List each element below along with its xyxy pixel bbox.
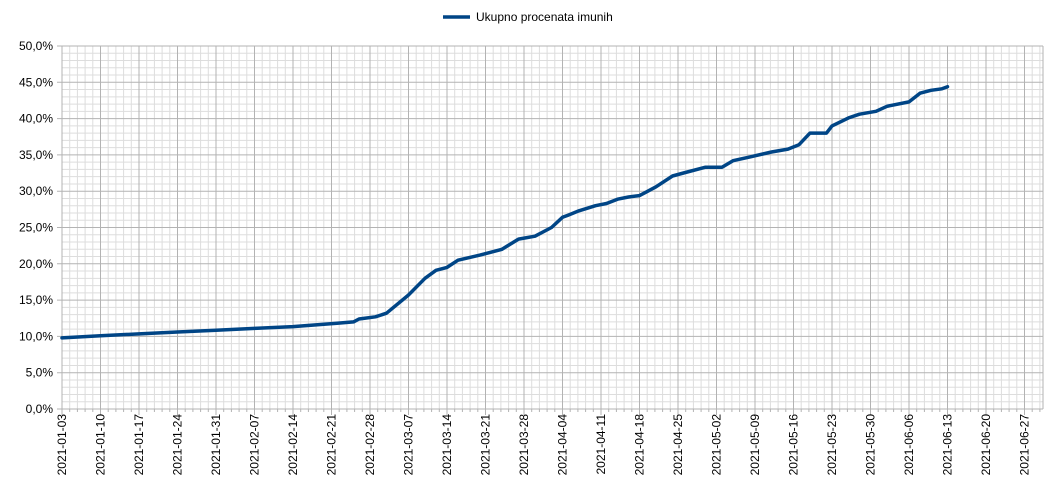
x-tick-label: 2021-02-14 [286,414,300,476]
x-tick-label: 2021-06-06 [902,414,916,476]
x-tick-label: 2021-03-14 [440,414,454,476]
y-tick-label: 45,0% [19,75,53,89]
x-tick-label: 2021-04-11 [594,414,608,475]
y-tick-label: 25,0% [19,221,53,235]
x-tick-label: 2021-05-09 [748,414,762,476]
y-tick-label: 20,0% [19,257,53,271]
x-tick-label: 2021-02-07 [248,414,262,476]
y-tick-label: 0,0% [26,402,54,416]
x-tick-label: 2021-06-20 [979,414,993,476]
x-tick-label: 2021-02-28 [363,414,377,476]
x-tick-label: 2021-03-28 [517,414,531,476]
x-tick-label: 2021-04-18 [633,414,647,476]
x-tick-label: 2021-05-23 [825,414,839,476]
x-tick-label: 2021-03-07 [402,414,416,476]
y-tick-label: 15,0% [19,293,53,307]
major-grid [57,46,1043,415]
x-tick-label: 2021-01-03 [55,414,69,476]
minor-grid [62,46,1043,412]
legend-label: Ukupno procenata imunih [476,10,613,24]
legend: Ukupno procenata imunih [443,10,613,24]
y-tick-label: 50,0% [19,39,53,53]
y-axis-ticks: 0,0% 5,0% 10,0% 15,0% 20,0% 25,0% 30,0% 35,0% 40… [19,39,53,416]
x-tick-label: 2021-05-16 [787,414,801,476]
x-axis-ticks: 2021-01-03 2021-01-10 2021-01-17 2021-01-24… [55,414,1032,476]
x-tick-label: 2021-01-17 [132,414,146,476]
y-tick-label: 40,0% [19,112,53,126]
x-tick-label: 2021-03-21 [479,414,493,476]
x-tick-label: 2021-06-27 [1018,414,1032,476]
x-tick-label: 2021-02-21 [325,414,339,476]
y-tick-label: 35,0% [19,148,53,162]
x-tick-label: 2021-05-30 [864,414,878,476]
x-tick-label: 2021-04-04 [556,414,570,476]
x-tick-label: 2021-01-10 [94,414,108,476]
x-tick-label: 2021-04-25 [671,414,685,476]
y-tick-label: 5,0% [26,366,54,380]
x-tick-label: 2021-05-02 [710,414,724,476]
y-tick-label: 30,0% [19,184,53,198]
x-tick-label: 2021-01-24 [171,414,185,476]
x-tick-label: 2021-06-13 [941,414,955,476]
x-tick-label: 2021-01-31 [209,414,223,476]
y-tick-label: 10,0% [19,329,53,343]
